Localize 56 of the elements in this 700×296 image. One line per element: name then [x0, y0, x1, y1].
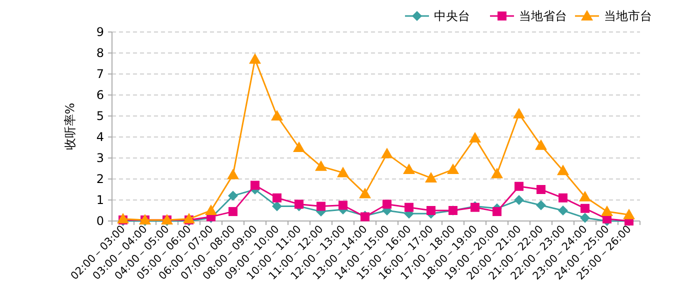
point — [316, 202, 326, 211]
point — [228, 190, 238, 201]
point — [272, 193, 282, 202]
point — [469, 132, 481, 143]
point — [381, 148, 393, 158]
point — [580, 204, 590, 213]
point — [514, 195, 524, 205]
y-tick-label: 4 — [96, 130, 104, 144]
y-tick-label: 0 — [96, 214, 104, 228]
point — [293, 142, 305, 152]
y-tick-label: 8 — [96, 46, 104, 60]
legend-label: 中央台 — [434, 9, 470, 24]
point — [536, 200, 546, 210]
point — [338, 200, 348, 210]
point — [337, 166, 349, 178]
point — [117, 212, 129, 224]
y-tick-label: 5 — [96, 109, 104, 124]
point — [382, 200, 392, 209]
point — [623, 208, 635, 220]
point — [514, 182, 524, 191]
point — [271, 110, 283, 120]
point — [183, 212, 195, 224]
point — [513, 108, 525, 118]
point — [579, 190, 591, 202]
y-tick-label: 6 — [96, 88, 104, 102]
point — [294, 200, 304, 209]
point — [205, 204, 217, 215]
y-tick-label: 9 — [96, 25, 104, 40]
point — [227, 168, 239, 180]
point — [425, 172, 437, 182]
point — [403, 164, 415, 174]
y-tick-label: 3 — [96, 151, 104, 166]
point — [557, 164, 569, 176]
point — [228, 207, 238, 216]
y-tick-label: 2 — [96, 172, 104, 186]
y-tick-label: 7 — [96, 67, 104, 82]
point — [558, 193, 568, 202]
y-axis-title: 收听率% — [63, 102, 77, 150]
point — [558, 206, 568, 216]
point — [404, 202, 414, 212]
point — [250, 180, 260, 190]
point — [580, 212, 590, 223]
legend-label: 当地省台 — [519, 9, 567, 24]
y-tick-label: 1 — [96, 193, 104, 208]
point — [535, 139, 547, 150]
point — [447, 164, 459, 174]
point — [426, 206, 436, 215]
point — [315, 160, 327, 171]
point — [601, 206, 613, 216]
point — [249, 53, 261, 64]
legend-label: 当地市台 — [604, 9, 652, 24]
point — [491, 168, 503, 178]
point — [359, 188, 371, 198]
point — [272, 201, 282, 212]
point — [492, 207, 502, 216]
point — [536, 185, 546, 194]
